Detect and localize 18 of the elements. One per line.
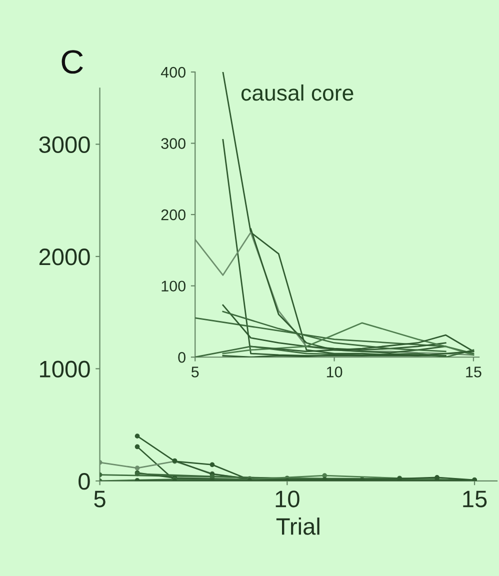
x-tick-label: 5 [94, 490, 106, 508]
y-tick-label: 300 [161, 138, 186, 149]
y-tick-label: 0 [78, 473, 90, 490]
y-tick-label: 400 [160, 66, 186, 78]
y-tick-label: 2000 [39, 248, 90, 266]
x-tick-label: 5 [191, 366, 199, 378]
y-tick-label: 0 [178, 352, 186, 363]
y-tick-label: 3000 [39, 136, 90, 154]
y-tick-label: 100 [162, 280, 186, 292]
x-tick-label: 15 [466, 366, 482, 378]
y-tick-label: 1000 [40, 360, 90, 378]
x-axis-title: Trial [276, 518, 320, 535]
annotation: causal core [241, 84, 354, 101]
y-tick-label: 200 [161, 209, 186, 220]
x-tick-label: 15 [463, 490, 487, 508]
x-tick-label: 10 [326, 366, 342, 378]
text: C [62, 50, 83, 74]
x-tick-label: 10 [276, 490, 300, 508]
